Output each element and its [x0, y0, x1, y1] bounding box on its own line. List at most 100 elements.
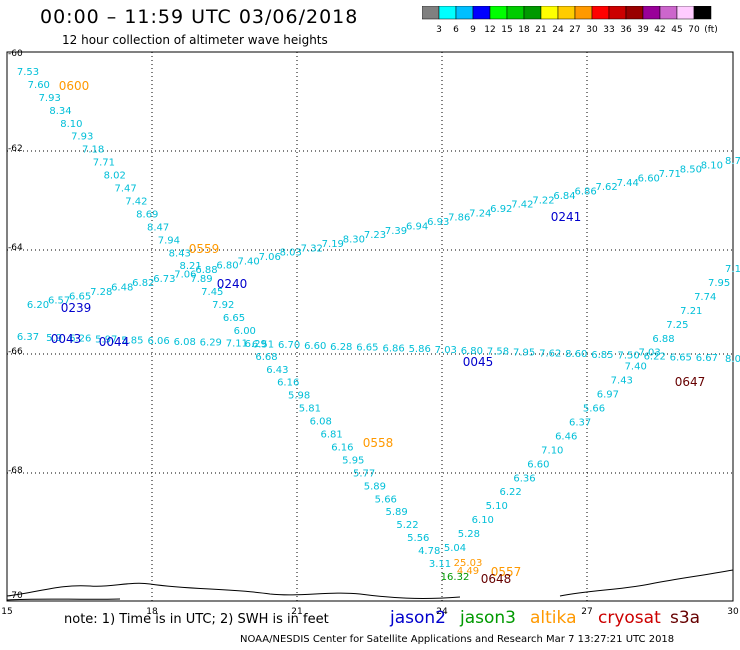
- swh-value: 7.95: [513, 348, 535, 359]
- swh-value: 6.48: [111, 283, 133, 294]
- coastline-edge: [6, 598, 121, 601]
- lon-tick-label: 15: [1, 607, 12, 617]
- pass-time-label: 0044: [99, 335, 130, 349]
- swh-value: 7.28: [90, 287, 112, 298]
- lon-tick-label: 24: [436, 607, 448, 617]
- lon-tick-label: 21: [291, 607, 302, 617]
- colorbar-label: 70: [688, 25, 700, 35]
- swh-value: 7.42: [125, 197, 147, 208]
- swh-value: 7.40: [625, 362, 647, 373]
- swh-value: 4.78: [418, 546, 440, 557]
- swh-value: 6.65: [69, 291, 91, 302]
- swh-value: 5.97: [95, 334, 117, 345]
- swh-value: 6.28: [330, 342, 352, 353]
- swh-value: 7.93: [71, 132, 93, 143]
- pass-time-label: 0558: [363, 436, 394, 450]
- pass-time-label: 0241: [551, 210, 582, 224]
- swh-value: 8.21: [179, 261, 201, 272]
- swh-value: 6.93: [427, 217, 449, 228]
- swh-value: 6.00: [234, 326, 256, 337]
- swh-value: 8.30: [343, 235, 365, 246]
- swh-value: 6.82: [132, 278, 154, 289]
- pass-time-label: 0600: [59, 79, 90, 93]
- swh-value: 7.71: [93, 158, 115, 169]
- swh-value: 7.71: [659, 169, 681, 180]
- swh-value: 5.95: [342, 455, 364, 466]
- colorbar-label: 21: [535, 25, 546, 35]
- colorbar-label: 18: [518, 25, 530, 35]
- lat-tick-label: -62: [8, 144, 23, 154]
- swh-value: 7.42: [511, 200, 533, 211]
- swh-value: 6.70: [278, 340, 300, 351]
- swh-value: 8.10: [701, 160, 723, 171]
- pass-time-label: 0239: [61, 301, 92, 315]
- lat-tick-label: -70: [8, 591, 23, 601]
- swh-value: 6.65: [223, 313, 245, 324]
- swh-value: 6.16: [277, 378, 299, 389]
- pass-time-labels: 0600 0559 0240 0239 0043 0044 0241 0045 0558 0557…: [51, 79, 706, 586]
- coastline-west: [6, 582, 461, 599]
- swh-value: 7.92: [212, 300, 234, 311]
- swh-value: 6.37: [17, 332, 39, 343]
- swh-value: 7.62: [595, 182, 617, 193]
- pass-time-label: 0045: [463, 355, 494, 369]
- swh-value: 6.57: [48, 296, 70, 307]
- swh-value: 6.60: [304, 341, 326, 352]
- swh-value: 5.85: [121, 335, 143, 346]
- swh-value: 6.80: [216, 261, 238, 272]
- swh-value: 7.10: [541, 445, 563, 456]
- lon-tick-label: 30: [727, 607, 739, 617]
- swh-value: 5.89: [364, 481, 386, 492]
- swh-value: 7.32: [301, 243, 323, 254]
- swh-value: 5.66: [583, 404, 605, 415]
- swh-value: 7.06: [174, 270, 196, 281]
- swh-value: 7.94: [158, 235, 180, 246]
- swh-value: 6.65: [670, 352, 692, 363]
- swh-value: 6.51: [252, 339, 274, 350]
- swh-value: 6.65: [356, 343, 378, 354]
- swh-value: 5.98: [288, 391, 310, 402]
- swh-value: 6.43: [266, 365, 288, 376]
- swh-value: 7.11: [226, 339, 248, 350]
- swh-value: 6.68: [255, 352, 277, 363]
- swh-value: 6.60: [527, 459, 549, 470]
- pass-time-label: 0647: [675, 375, 706, 389]
- swh-value: 7.22: [532, 195, 554, 206]
- swh-value: 5.22: [396, 520, 418, 531]
- swh-tracks: 7.53 7.60 7.93 8.34 8.10 7.93 7.18 7.71 8.02 7.47…: [17, 67, 740, 583]
- swh-value: 25.03: [454, 558, 483, 569]
- swh-value: 7.53: [17, 67, 39, 78]
- legend-item-cryosat: cryosat: [598, 608, 661, 628]
- colorbar-label: 42: [654, 25, 665, 35]
- swh-value: 8.34: [49, 106, 71, 117]
- swh-value: 7.23: [364, 230, 386, 241]
- colorbar-label: 12: [484, 25, 495, 35]
- colorbar-label: 15: [501, 25, 512, 35]
- swh-value: 5.77: [353, 468, 375, 479]
- pass-time-label: 0559: [189, 242, 220, 256]
- swh-value: 7.93: [39, 93, 61, 104]
- pass-time-label: 0043: [51, 332, 82, 346]
- swh-value: 7.03: [638, 348, 660, 359]
- swh-value: 7.89: [190, 274, 212, 285]
- colorbar-label: 9: [470, 25, 476, 35]
- swh-value: 5.9: [46, 333, 62, 344]
- plot-frame: [6, 51, 734, 602]
- colorbar-label: (ft): [704, 25, 718, 35]
- colorbar-label: 36: [620, 25, 632, 35]
- swh-value: 5.86: [409, 344, 431, 355]
- page-title: 00:00 – 11:59 UTC 03/06/2018: [40, 6, 359, 28]
- swh-value: 7.74: [694, 292, 716, 303]
- colorbar-label: 39: [637, 25, 649, 35]
- page-subtitle: 12 hour collection of altimeter wave hei…: [62, 33, 328, 47]
- swh-value: 4.49: [457, 566, 479, 577]
- swh-value: 6.22: [644, 352, 666, 363]
- swh-value: 6.10: [472, 515, 494, 526]
- swh-value: 8.0: [725, 354, 740, 365]
- swh-value: 6.37: [569, 417, 591, 428]
- colorbar-swatch: [693, 6, 712, 20]
- swh-value: 8.60: [565, 349, 587, 360]
- colorbar-label: 3: [436, 25, 442, 35]
- swh-value: 5.81: [299, 404, 321, 415]
